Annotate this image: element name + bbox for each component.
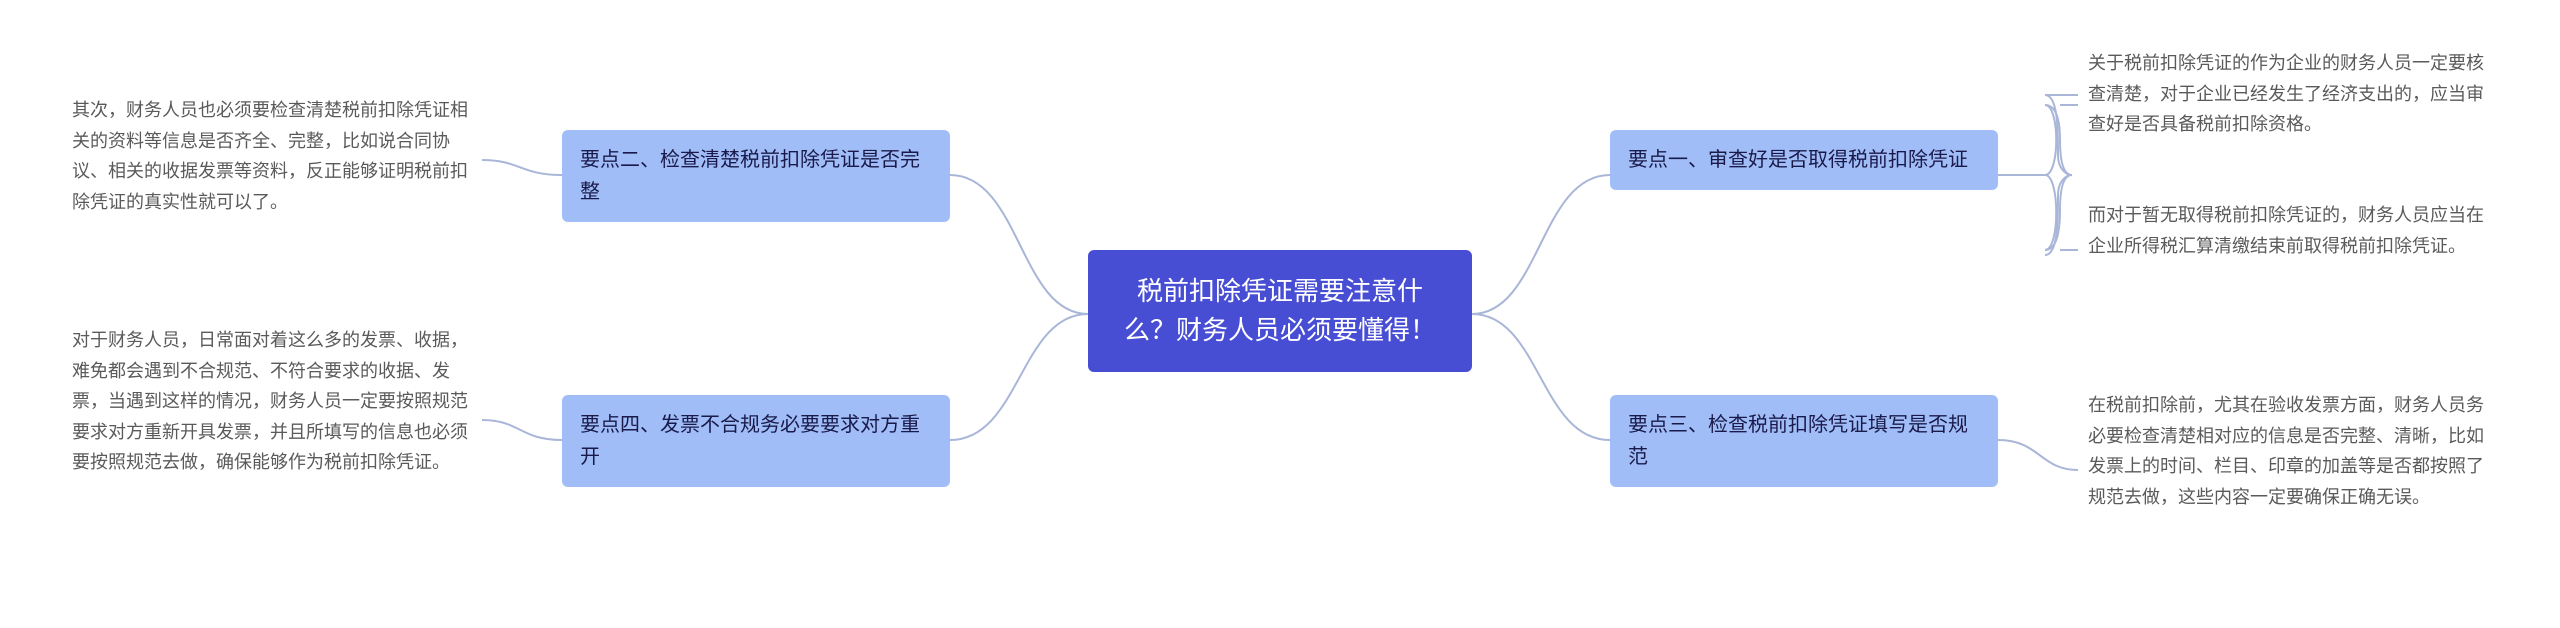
branch-point-2: 要点二、检查清楚税前扣除凭证是否完整 — [562, 130, 950, 222]
branch-2-label: 要点二、检查清楚税前扣除凭证是否完整 — [580, 149, 920, 203]
branch-point-3: 要点三、检查税前扣除凭证填写是否规范 — [1610, 395, 1998, 487]
center-topic: 税前扣除凭证需要注意什么？财务人员必须要懂得！ — [1088, 250, 1472, 372]
leaf-point-3: 在税前扣除前，尤其在验收发票方面，财务人员务必要检查清楚相对应的信息是否完整、清… — [2088, 390, 2498, 512]
branch-point-1: 要点一、审查好是否取得税前扣除凭证 — [1610, 130, 1998, 190]
leaf-1a-text: 关于税前扣除凭证的作为企业的财务人员一定要核查清楚，对于企业已经发生了经济支出的… — [2088, 53, 2484, 134]
leaf-1b-text: 而对于暂无取得税前扣除凭证的，财务人员应当在企业所得税汇算清缴结束前取得税前扣除… — [2088, 205, 2484, 256]
leaf-3-text: 在税前扣除前，尤其在验收发票方面，财务人员务必要检查清楚相对应的信息是否完整、清… — [2088, 395, 2484, 507]
leaf-point-4: 对于财务人员，日常面对着这么多的发票、收据，难免都会遇到不合规范、不符合要求的收… — [72, 325, 482, 478]
branch-4-label: 要点四、发票不合规务必要要求对方重开 — [580, 414, 920, 468]
branch-1-label: 要点一、审查好是否取得税前扣除凭证 — [1628, 149, 1968, 171]
leaf-point-1b: 而对于暂无取得税前扣除凭证的，财务人员应当在企业所得税汇算清缴结束前取得税前扣除… — [2088, 200, 2498, 261]
leaf-point-1a: 关于税前扣除凭证的作为企业的财务人员一定要核查清楚，对于企业已经发生了经济支出的… — [2088, 48, 2498, 140]
leaf-point-2: 其次，财务人员也必须要检查清楚税前扣除凭证相关的资料等信息是否齐全、完整，比如说… — [72, 95, 482, 217]
branch-3-label: 要点三、检查税前扣除凭证填写是否规范 — [1628, 414, 1968, 468]
leaf-2-text: 其次，财务人员也必须要检查清楚税前扣除凭证相关的资料等信息是否齐全、完整，比如说… — [72, 100, 468, 212]
center-topic-text: 税前扣除凭证需要注意什么？财务人员必须要懂得！ — [1124, 276, 1436, 345]
branch-point-4: 要点四、发票不合规务必要要求对方重开 — [562, 395, 950, 487]
leaf-4-text: 对于财务人员，日常面对着这么多的发票、收据，难免都会遇到不合规范、不符合要求的收… — [72, 330, 468, 472]
